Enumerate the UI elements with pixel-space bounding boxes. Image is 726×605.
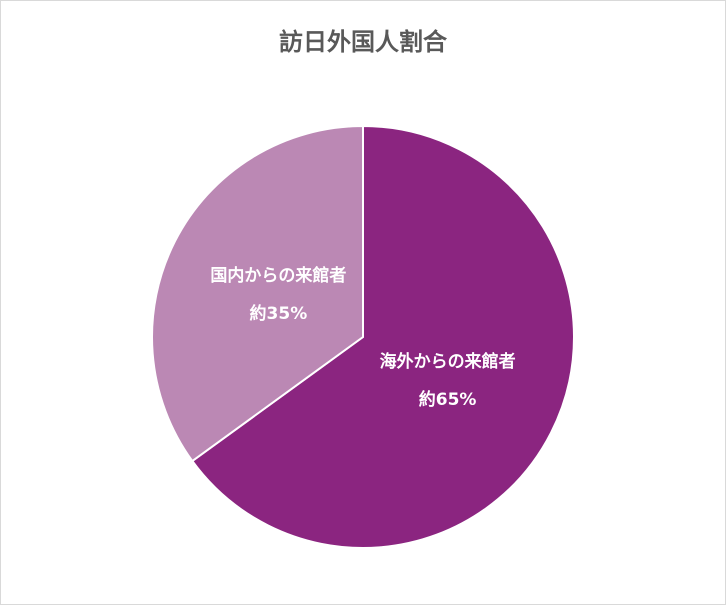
slice-value-label: 約35% (250, 303, 308, 324)
pie-slice (190, 124, 575, 549)
slice-label: 海外からの来館者 (380, 351, 516, 372)
slice-value-label: 約65% (419, 389, 477, 410)
chart-title: 訪日外国人割合 (279, 28, 448, 56)
slice-label: 国内からの来館者 (210, 265, 346, 286)
pie-slice (151, 124, 364, 463)
